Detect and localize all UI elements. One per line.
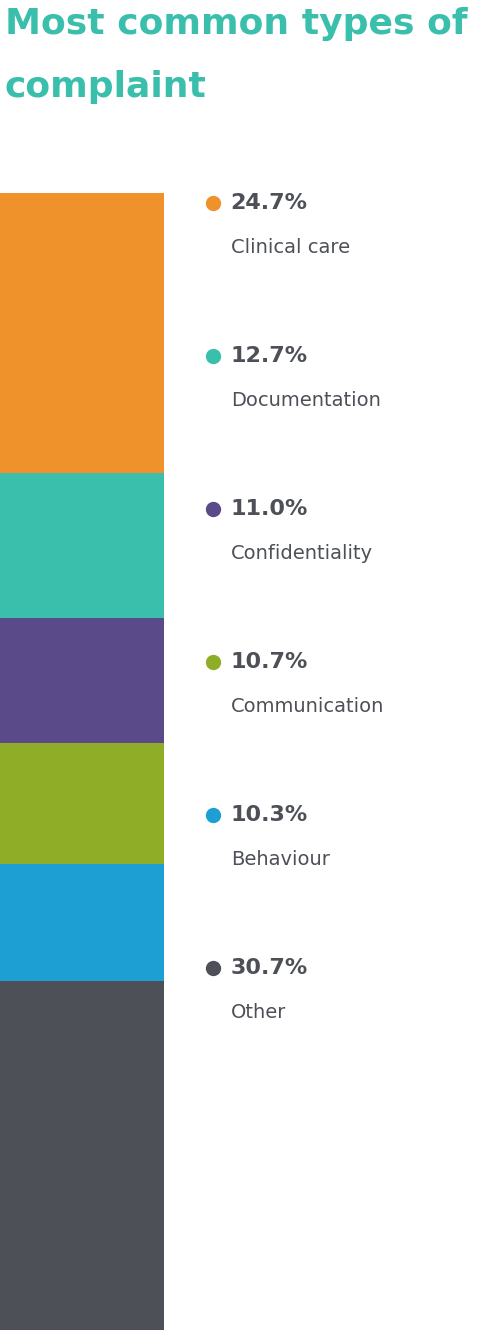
Text: Confidentiality: Confidentiality xyxy=(231,544,373,563)
Text: Communication: Communication xyxy=(231,697,384,716)
Text: Other: Other xyxy=(231,1003,286,1021)
FancyBboxPatch shape xyxy=(0,982,164,1330)
Text: 30.7%: 30.7% xyxy=(231,958,308,978)
Text: 11.0%: 11.0% xyxy=(231,499,308,519)
Text: Clinical care: Clinical care xyxy=(231,238,350,257)
FancyBboxPatch shape xyxy=(0,742,164,864)
Text: 10.7%: 10.7% xyxy=(231,652,308,672)
Text: Most common types of: Most common types of xyxy=(5,7,468,41)
Text: 10.3%: 10.3% xyxy=(231,805,308,825)
Text: Behaviour: Behaviour xyxy=(231,850,329,868)
FancyBboxPatch shape xyxy=(0,193,164,473)
Text: complaint: complaint xyxy=(5,70,207,105)
Text: Documentation: Documentation xyxy=(231,391,380,410)
FancyBboxPatch shape xyxy=(0,864,164,982)
FancyBboxPatch shape xyxy=(0,617,164,742)
Text: 24.7%: 24.7% xyxy=(231,193,308,213)
FancyBboxPatch shape xyxy=(0,473,164,617)
Text: 12.7%: 12.7% xyxy=(231,346,308,366)
